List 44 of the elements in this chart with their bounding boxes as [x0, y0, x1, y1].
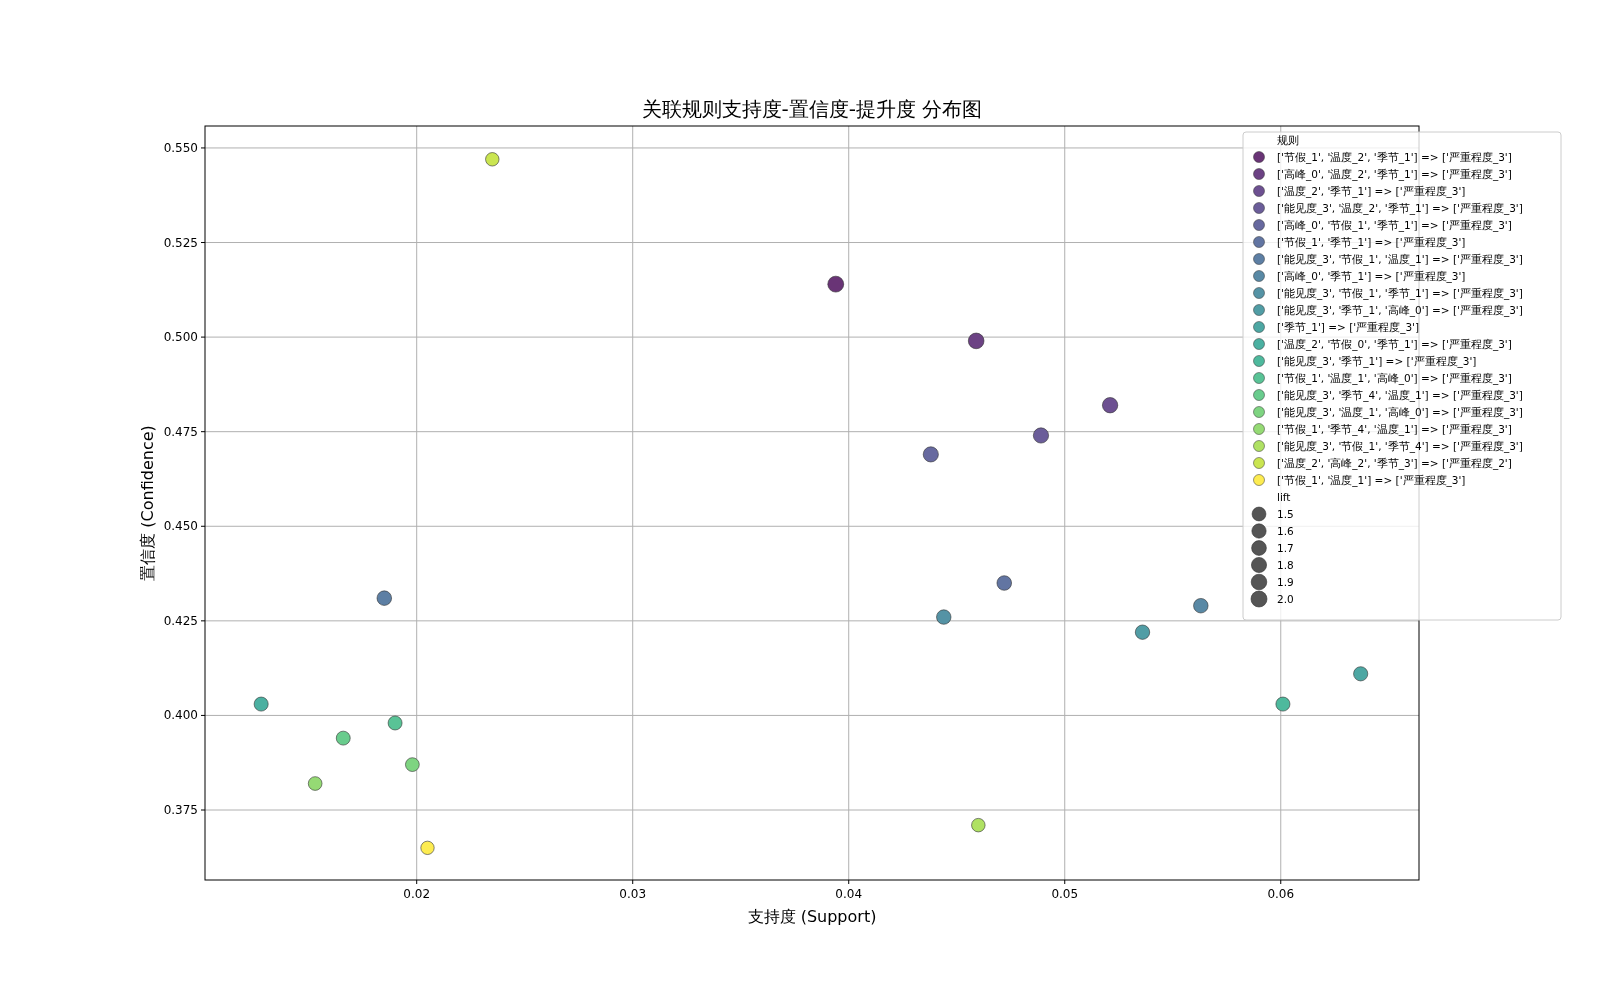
y-tick-label: 0.550: [163, 140, 198, 155]
legend-label: ['能见度_3', '节假_1', '温度_1'] => ['严重程度_3']: [1277, 253, 1523, 266]
y-tick-label: 0.375: [163, 803, 198, 818]
legend-label: ['高峰_0', '节假_1', '季节_1'] => ['严重程度_3']: [1277, 219, 1512, 232]
x-tick-label: 0.04: [835, 887, 863, 901]
annotation: lift: [1277, 491, 1291, 503]
legend-label: ['能见度_3', '节假_1', '季节_1'] => ['严重程度_3']: [1277, 287, 1523, 300]
legend-label: ['温度_2', '节假_0', '季节_1'] => ['严重程度_3']: [1277, 338, 1512, 351]
y-tick-label: 0.500: [163, 330, 198, 345]
x-tick-label: 0.05: [1051, 887, 1079, 901]
legend-label: ['高峰_0', '温度_2', '季节_1'] => ['严重程度_3']: [1277, 168, 1512, 181]
legend-label: ['高峰_0', '季节_1'] => ['严重程度_3']: [1277, 270, 1466, 283]
x-tick-label: 0.06: [1267, 887, 1295, 901]
legend-label: 1.5: [1277, 508, 1294, 520]
legend-label: ['节假_1', '季节_1'] => ['严重程度_3']: [1277, 236, 1466, 249]
legend-label: ['能见度_3', '节假_1', '季节_4'] => ['严重程度_3']: [1277, 440, 1523, 453]
y-axis-title: 置信度 (Confidence): [138, 425, 157, 581]
legend-label: ['节假_1', '温度_1'] => ['严重程度_3']: [1277, 474, 1466, 487]
legend-label: 1.7: [1277, 542, 1294, 554]
legend-title: 规则: [1277, 134, 1299, 146]
x-tick-label: 0.02: [403, 887, 431, 901]
legend-label: ['能见度_3', '温度_2', '季节_1'] => ['严重程度_3']: [1277, 202, 1523, 215]
x-tick-label: 0.03: [619, 887, 647, 901]
legend-label: 2.0: [1277, 593, 1294, 605]
legend-label: ['温度_2', '高峰_2', '季节_3'] => ['严重程度_2']: [1277, 457, 1512, 470]
legend-label: 1.6: [1277, 525, 1295, 537]
legend-label: ['季节_1'] => ['严重程度_3']: [1277, 321, 1420, 334]
y-tick-label: 0.475: [163, 424, 198, 439]
y-tick-label: 0.525: [163, 235, 198, 250]
y-tick-label: 0.425: [163, 613, 198, 628]
legend-label: ['能见度_3', '季节_1'] => ['严重程度_3']: [1277, 355, 1477, 368]
legend-label: ['能见度_3', '温度_1', '高峰_0'] => ['严重程度_3']: [1277, 406, 1523, 419]
legend-label: 1.9: [1277, 576, 1294, 588]
legend-label: 1.8: [1277, 559, 1294, 571]
y-tick-label: 0.400: [163, 708, 198, 723]
legend-label: ['节假_1', '温度_2', '季节_1'] => ['严重程度_3']: [1277, 151, 1512, 164]
y-tick-label: 0.450: [163, 519, 198, 534]
chart-title: 关联规则支持度-置信度-提升度 分布图: [641, 97, 983, 121]
legend-label: ['节假_1', '季节_4', '温度_1'] => ['严重程度_3']: [1277, 423, 1512, 436]
legend-label: ['能见度_3', '季节_1', '高峰_0'] => ['严重程度_3']: [1277, 304, 1523, 317]
legend-label: ['温度_2', '季节_1'] => ['严重程度_3']: [1277, 185, 1466, 198]
legend-label: ['节假_1', '温度_1', '高峰_0'] => ['严重程度_3']: [1277, 372, 1512, 385]
legend-label: ['能见度_3', '季节_4', '温度_1'] => ['严重程度_3']: [1277, 389, 1523, 402]
x-axis-title: 支持度 (Support): [747, 907, 877, 926]
